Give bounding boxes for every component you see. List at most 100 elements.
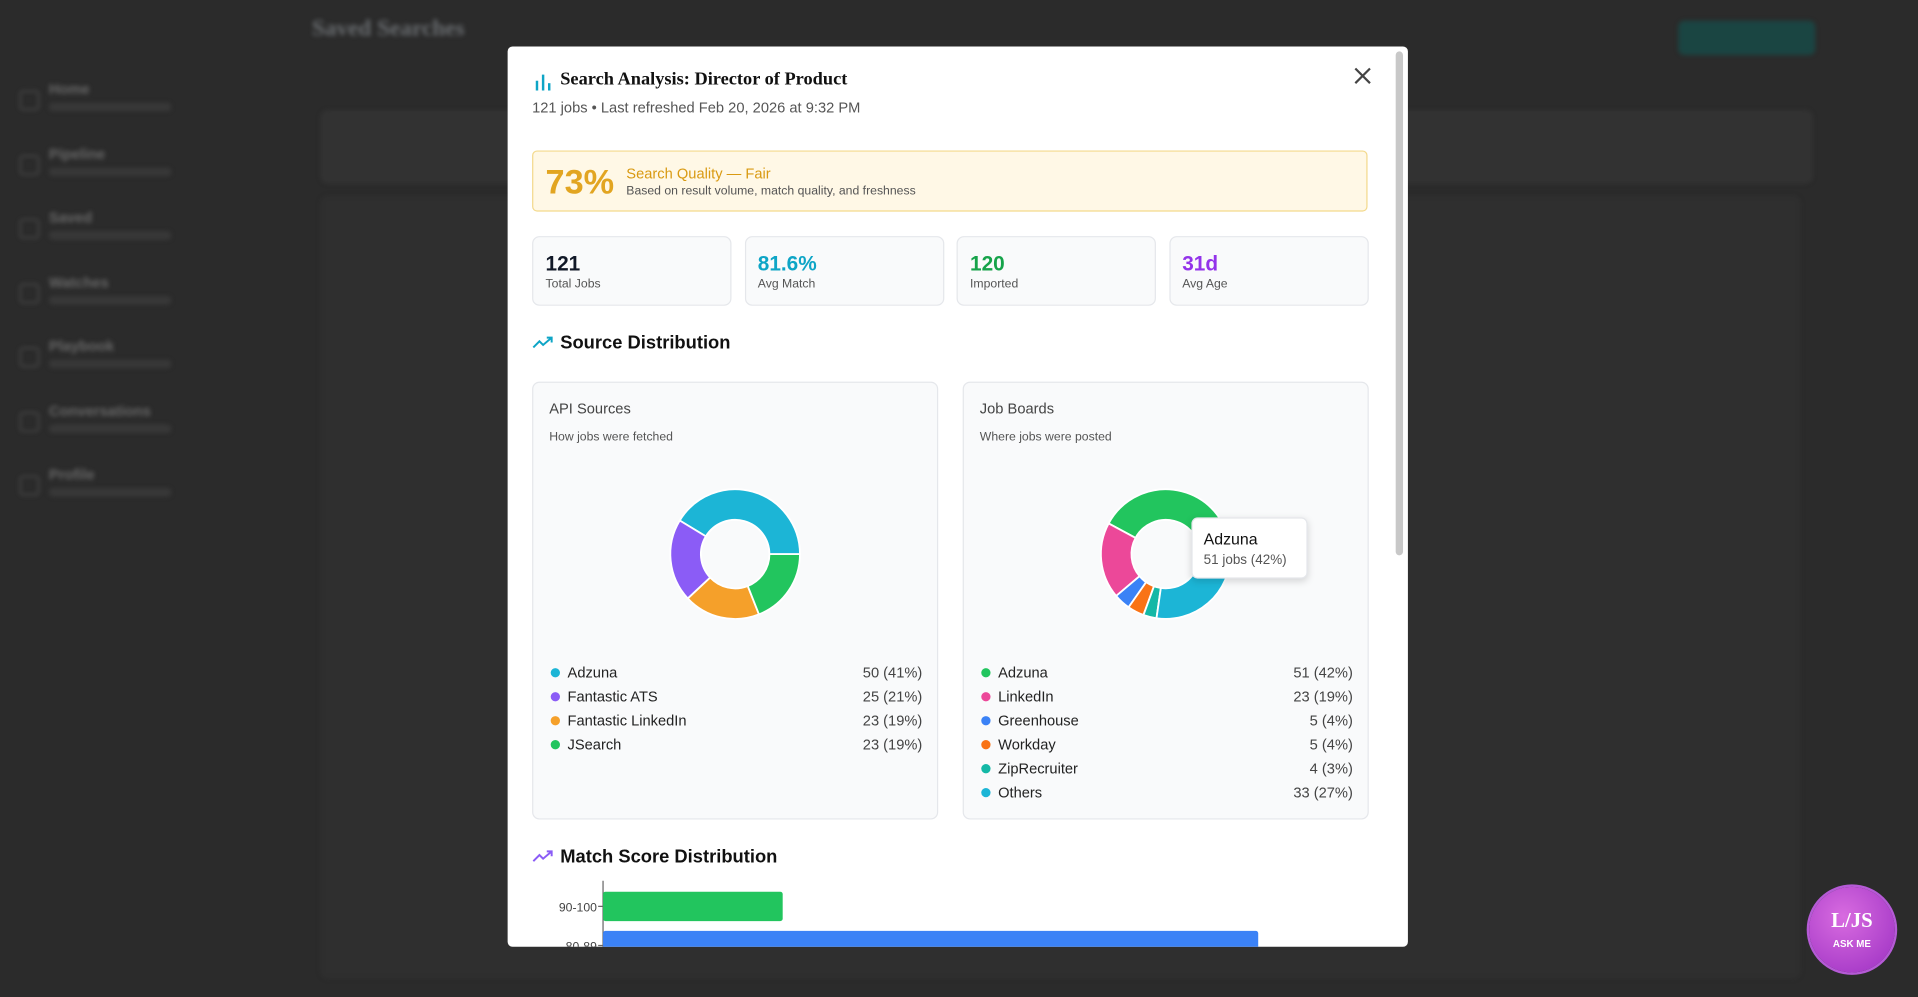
trend-icon <box>532 336 553 349</box>
section-heading: Match Score Distribution <box>560 846 778 868</box>
legend-value: 5 (4%) <box>1310 714 1353 730</box>
quality-note: Based on result volume, match quality, a… <box>626 184 916 199</box>
donut-chart: Adzuna 50 (41%) Fantastic ATS 25 (21%) Fanta… <box>550 488 922 754</box>
nav-item: Conversations <box>48 401 151 419</box>
nav-sub <box>48 166 172 176</box>
legend-dot <box>981 787 991 798</box>
donut-slice <box>678 488 801 556</box>
chart-card: Job Boards Where jobs were posted Adzuna 51… <box>962 381 1369 820</box>
legend-value: 50 (41%) <box>863 666 922 682</box>
analysis-modal: Search Analysis: Director of Product 121… <box>507 46 1408 947</box>
nav-icon <box>19 218 40 239</box>
nav-item: Pipeline <box>48 144 106 163</box>
match-score-chart: 90-100 80-89 <box>559 880 1259 947</box>
stat-card: 81.6% Avg Match <box>744 236 944 306</box>
legend-value: 5 (4%) <box>1310 738 1353 754</box>
legend-label: Workday <box>998 738 1056 754</box>
nav-icon <box>19 475 40 496</box>
legend-label: LinkedIn <box>998 690 1053 706</box>
chart-icon <box>535 74 551 91</box>
modal-subtitle: 121 jobs • Last refreshed Feb 20, 2026 a… <box>532 99 861 117</box>
legend-dot <box>550 740 560 750</box>
tooltip-value: 51 jobs (42%) <box>1203 552 1287 568</box>
chart-card: API Sources How jobs were fetched Adzuna 50… <box>532 381 939 820</box>
quality-banner: 73% Search Quality — Fair Based on resul… <box>532 150 1368 212</box>
nav-sub <box>48 488 172 497</box>
stat-label: Total Jobs <box>545 277 601 292</box>
nav-item: Playbook <box>48 337 115 355</box>
legend-dot <box>550 668 560 678</box>
nav-icon <box>19 411 40 432</box>
legend-dot <box>981 740 991 750</box>
assistant-button[interactable]: L/JS ASK ME <box>1809 886 1895 973</box>
nav-item: Watches <box>48 273 109 291</box>
legend-dot <box>981 764 991 774</box>
stat-value: 121 <box>545 251 581 276</box>
legend-value: 23 (19%) <box>1293 690 1352 706</box>
page-title: Saved Searches <box>311 15 465 42</box>
new-search-button <box>1678 20 1816 56</box>
chart-subtitle: Where jobs were posted <box>979 430 1112 445</box>
modal-title: Search Analysis: Director of Product <box>560 69 848 90</box>
nav-item: Saved <box>48 209 93 227</box>
stat-card: 31d Avg Age <box>1168 236 1369 306</box>
bar <box>603 891 783 922</box>
quality-score: 73% <box>545 162 615 201</box>
stat-label: Avg Age <box>1182 277 1228 292</box>
assistant-label: ASK ME <box>1832 938 1871 950</box>
legend-dot <box>550 716 560 726</box>
trend-icon <box>532 850 553 862</box>
y-tick-label: 80-89 <box>566 939 597 946</box>
legend-value: 23 (19%) <box>863 714 922 730</box>
legend-value: 23 (19%) <box>863 738 922 754</box>
tooltip: Adzuna 51 jobs (42%) <box>1191 517 1308 579</box>
legend-dot <box>981 668 991 678</box>
nav-icon <box>19 347 40 367</box>
nav-sub <box>48 359 172 369</box>
tooltip-title: Adzuna <box>1203 529 1258 548</box>
legend-label: Greenhouse <box>998 714 1079 730</box>
scrollbar[interactable] <box>1395 51 1404 556</box>
stat-card: 121 Total Jobs <box>532 236 732 306</box>
nav-icon <box>19 154 40 175</box>
nav-icon <box>19 90 40 111</box>
chart-title: API Sources <box>549 399 631 418</box>
chart-title: Job Boards <box>979 399 1055 418</box>
quality-label: Search Quality — Fair <box>626 165 771 183</box>
legend-label: Adzuna <box>568 666 619 682</box>
legend-value: 25 (21%) <box>863 690 922 706</box>
assistant-logo: L/JS <box>1831 908 1873 933</box>
legend-value: 4 (3%) <box>1310 762 1353 778</box>
chart-subtitle: How jobs were fetched <box>549 430 673 445</box>
nav-sub <box>48 295 172 304</box>
legend-dot <box>550 692 560 702</box>
legend-value: 33 (27%) <box>1293 786 1352 802</box>
close-button[interactable] <box>1354 67 1371 84</box>
stat-label: Imported <box>970 277 1019 292</box>
bar <box>603 930 1259 947</box>
donut-slice <box>746 553 801 616</box>
legend-label: Others <box>998 786 1042 802</box>
legend-label: Adzuna <box>998 666 1049 682</box>
stat-value: 31d <box>1182 251 1219 276</box>
donut-chart: Adzuna 51 (42%) LinkedIn 23 (19%) Greenhouse… <box>981 488 1353 802</box>
stat-label: Avg Match <box>757 277 816 292</box>
y-tick-label: 90-100 <box>559 900 597 914</box>
nav-sub <box>48 102 172 112</box>
stat-value: 120 <box>970 251 1005 276</box>
legend-label: Fantastic LinkedIn <box>568 714 687 730</box>
stat-card: 120 Imported <box>956 236 1156 306</box>
nav-item: Profile <box>48 466 95 484</box>
legend-dot <box>981 716 991 726</box>
nav-sub <box>48 231 172 240</box>
nav-sub <box>48 423 172 433</box>
legend-label: Fantastic ATS <box>568 690 658 706</box>
nav-icon <box>19 283 40 303</box>
legend-dot <box>981 692 991 702</box>
section-heading: Source Distribution <box>560 332 731 354</box>
stat-value: 81.6% <box>757 251 817 276</box>
legend-value: 51 (42%) <box>1293 666 1352 682</box>
nav-item: Home <box>48 80 90 98</box>
